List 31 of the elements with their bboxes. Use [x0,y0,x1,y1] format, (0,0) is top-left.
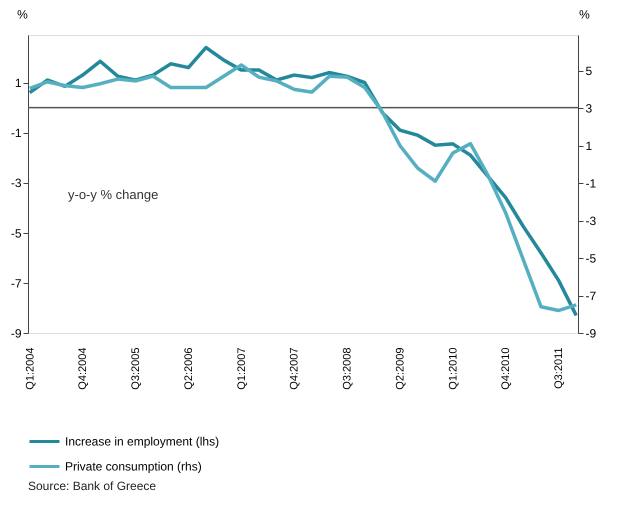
x-tick-label: Q4:2004 [77,348,90,390]
x-tick-label: Q2:2009 [394,348,406,390]
y-tick-label: -3 [10,176,22,190]
y2-tick-label: -1 [586,176,596,191]
annotation: y-o-y % change [68,187,158,202]
legend-label: Increase in employment (lhs) [65,434,220,448]
y2-tick-label: -9 [586,326,596,340]
x-tick-label: Q2:2006 [182,348,195,390]
y-tick-label: 1 [14,76,22,90]
y-tick-label: -9 [10,326,22,340]
x-tick-label: Q3:2011 [553,348,566,389]
y-axis-title: % [17,8,28,22]
legend-label: Private consumption (rhs) [65,460,202,474]
y-tick-label: -1 [10,126,22,140]
y2-tick-label: -7 [586,289,596,304]
y-tick-label: -7 [10,276,22,290]
y2-tick-label: 1 [586,139,592,154]
y2-axis-title: % [579,8,590,22]
x-tick-label: Q1:2007 [236,348,248,390]
source-note: Source: Bank of Greece [28,479,156,493]
y-tick-label: -5 [10,226,22,240]
x-tick-label: Q3:2008 [342,348,354,390]
x-tick-label: Q4:2007 [288,348,301,390]
y2-tick-label: 5 [586,64,592,78]
y2-tick-label: -5 [586,252,596,266]
y2-tick-label: 3 [586,102,592,116]
x-tick-label: Q3:2005 [130,348,142,390]
x-tick-label: Q4:2010 [500,348,512,390]
x-tick-label: Q1:2004 [24,348,36,390]
x-tick-label: Q1:2010 [447,348,460,390]
y2-tick-label: -3 [586,214,596,228]
